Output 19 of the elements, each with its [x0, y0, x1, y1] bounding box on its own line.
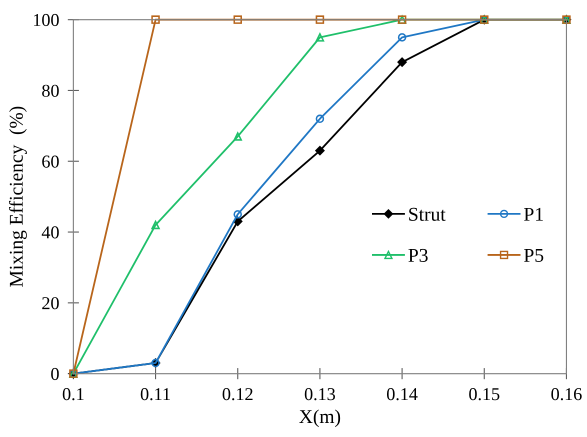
y-tick-label: 80 — [42, 84, 59, 97]
y-tick-label: 40 — [42, 226, 59, 238]
y-tick-label: 60 — [42, 156, 59, 168]
x-tick-label: 0.15 — [469, 388, 500, 400]
legend-label: P1 — [524, 208, 543, 221]
x-axis-title: X(m) — [299, 409, 340, 428]
x-tick-label: 0.14 — [386, 388, 418, 400]
y-tick-label: 100 — [34, 14, 59, 26]
x-tick-label: 0.1 — [62, 388, 84, 400]
y-axis-title: Mixing Efficiency (%) — [8, 106, 27, 287]
legend-label: P5 — [524, 249, 544, 262]
legend-label: P3 — [408, 248, 428, 262]
x-tick-label: 0.16 — [551, 388, 582, 400]
x-tick-label: 0.12 — [222, 388, 253, 400]
legend-label: Strut — [409, 208, 446, 221]
x-tick-label: 0.13 — [304, 388, 336, 400]
x-tick-label: 0.11 — [140, 388, 170, 400]
y-tick-label: 20 — [42, 297, 59, 310]
y-tick-label: 0 — [51, 368, 59, 380]
